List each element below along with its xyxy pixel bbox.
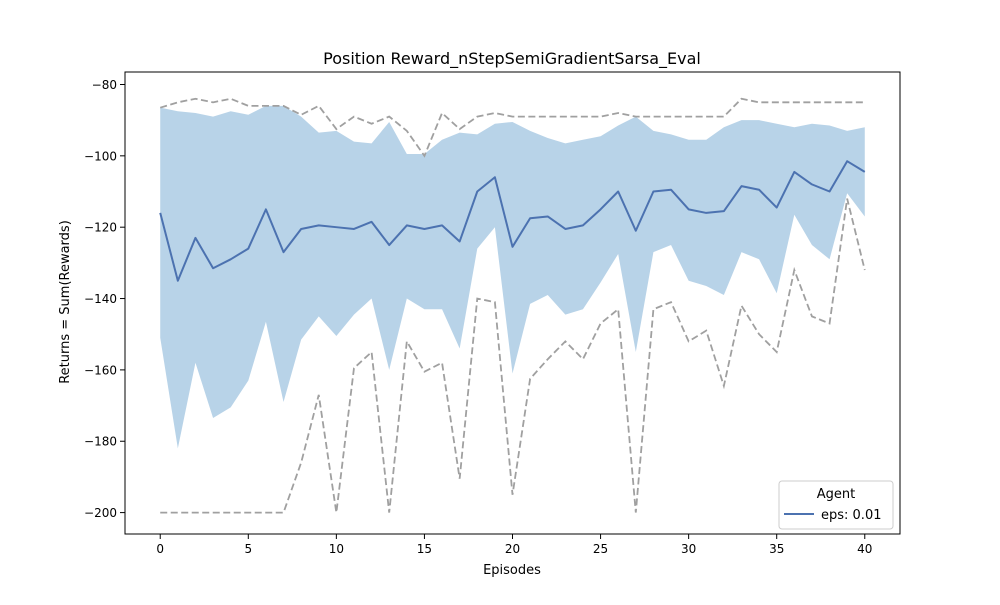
- x-axis: 0 5 10 15 20 25 30 35 40: [156, 534, 872, 556]
- std-band: [160, 105, 865, 449]
- series-line-0: [159, 160, 866, 282]
- max-bound-line: [159, 97, 865, 158]
- min-bound-line: [160, 198, 866, 514]
- x-tick-label: 30: [681, 542, 696, 556]
- y-axis: −200 −180 −160 −140 −120 −100 −80: [84, 78, 125, 520]
- y-tick-label: −160: [84, 363, 117, 377]
- y-tick-label: −180: [84, 435, 117, 449]
- legend-label: eps: 0.01: [821, 508, 881, 523]
- y-tick-label: −140: [84, 292, 117, 306]
- y-tick-label: −200: [84, 506, 117, 520]
- x-tick-label: 15: [417, 542, 432, 556]
- chart-title: Position Reward_nStepSemiGradientSarsa_E…: [323, 49, 701, 69]
- x-tick-label: 20: [505, 542, 520, 556]
- x-axis-label: Episodes: [483, 563, 541, 578]
- x-tick-label: 10: [329, 542, 344, 556]
- y-tick-label: −100: [84, 149, 117, 163]
- x-tick-label: 35: [769, 542, 784, 556]
- x-tick-label: 25: [593, 542, 608, 556]
- y-tick-label: −80: [92, 78, 117, 92]
- x-tick-label: 40: [857, 542, 872, 556]
- x-tick-label: 5: [244, 542, 252, 556]
- y-tick-label: −120: [84, 221, 117, 235]
- legend: Agent eps: 0.01: [778, 480, 894, 530]
- plot-area: [159, 97, 866, 514]
- x-tick-label: 0: [156, 542, 164, 556]
- legend-box: [778, 480, 894, 530]
- y-axis-label: Returns = Sum(Rewards): [58, 220, 73, 384]
- legend-title: Agent: [817, 487, 855, 502]
